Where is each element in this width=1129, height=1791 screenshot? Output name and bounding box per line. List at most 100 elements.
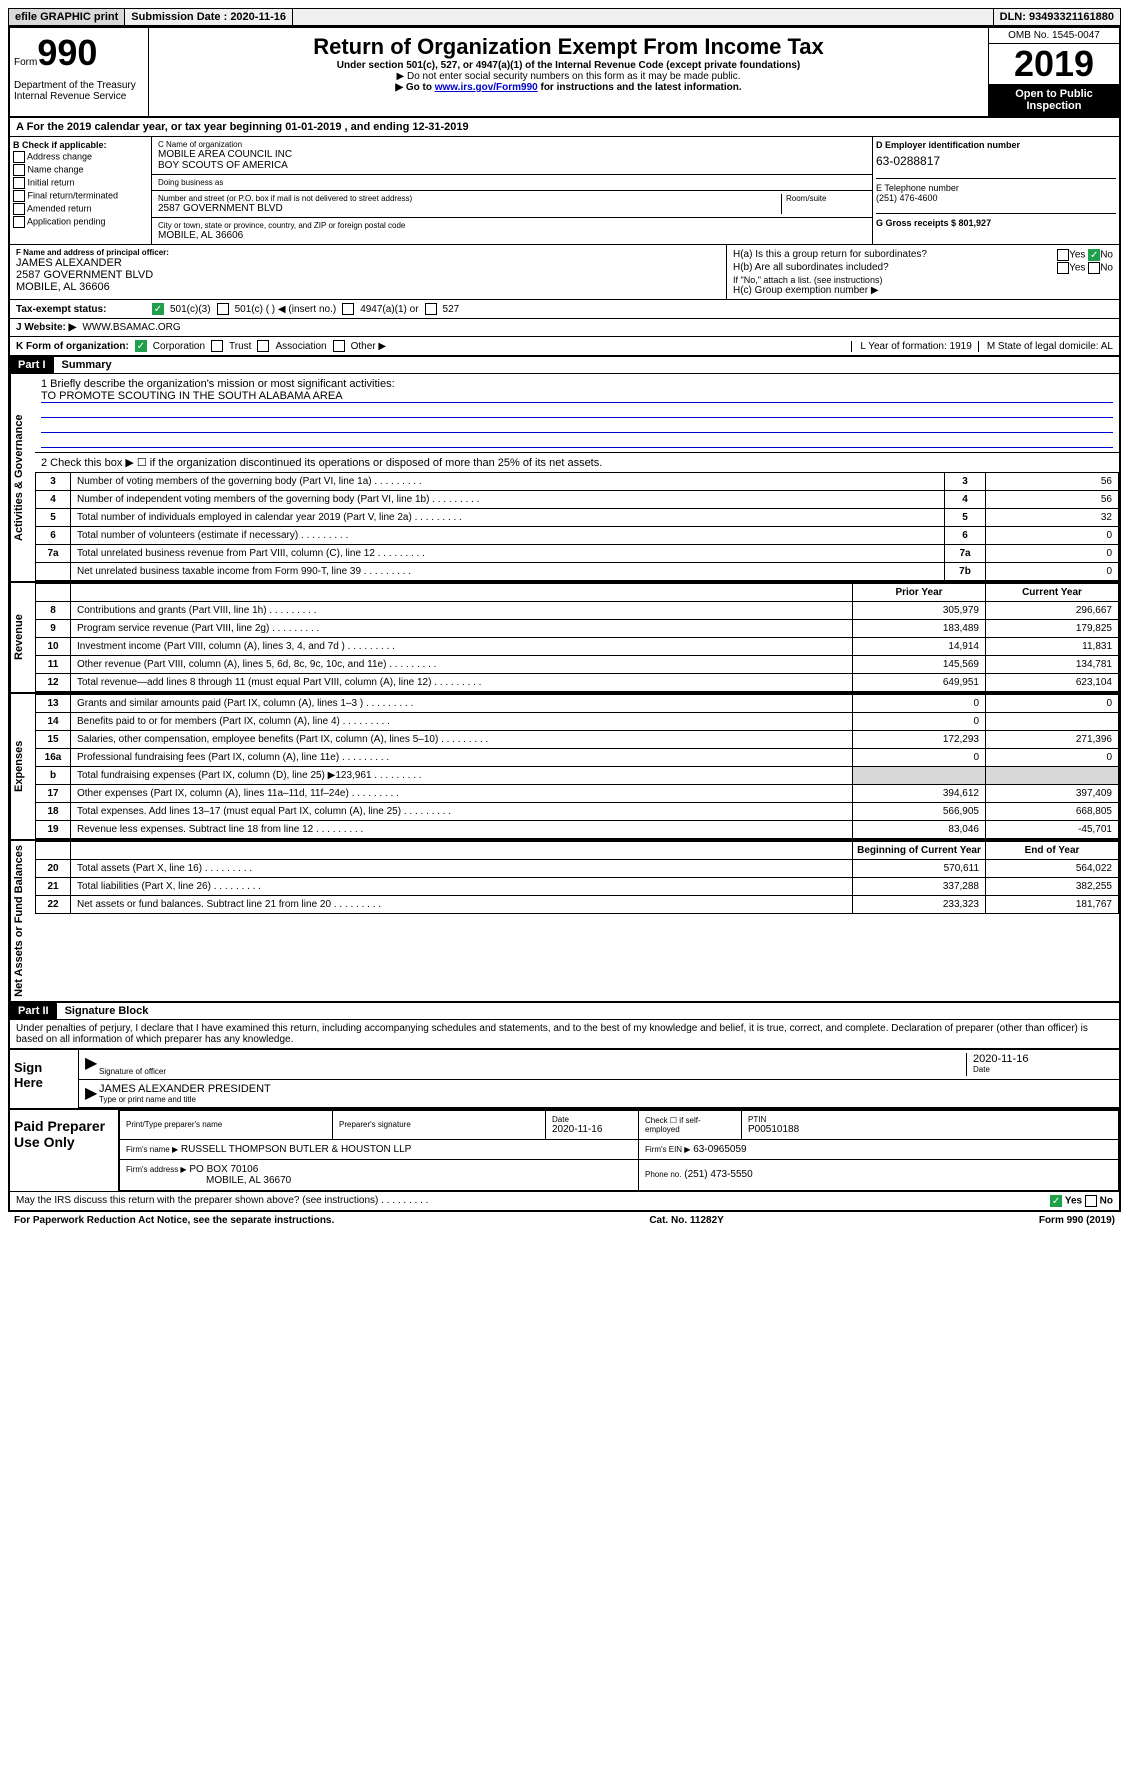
section-b: B Check if applicable: Address change Na… [10,137,152,244]
sig-arrow-1: ▶ [85,1053,99,1076]
submission-date: Submission Date : 2020-11-16 [125,9,293,25]
revenue-table: Prior YearCurrent Year 8Contributions an… [35,583,1119,692]
table-row: 18Total expenses. Add lines 13–17 (must … [36,803,1119,821]
officer-signature[interactable] [99,1053,966,1067]
checkbox-name-change[interactable]: Name change [13,164,148,176]
table-row: 17Other expenses (Part IX, column (A), l… [36,785,1119,803]
status-501c-checkbox[interactable] [217,303,229,315]
sig-officer-label: Signature of officer [99,1067,966,1076]
irs-link[interactable]: www.irs.gov/Form990 [435,82,538,93]
org-name: MOBILE AREA COUNCIL INC BOY SCOUTS OF AM… [158,149,866,171]
prep-sig-label: Preparer's signature [339,1120,539,1129]
part1-badge: Part I [10,357,54,373]
current-year-header: Current Year [986,584,1119,602]
netassets-label: Net Assets or Fund Balances [10,841,35,1001]
dln-number: DLN: 93493321161880 [993,9,1120,25]
ha-text: H(a) Is this a group return for subordin… [733,249,927,261]
governance-table: 3Number of voting members of the governi… [35,472,1119,581]
prior-year-header: Prior Year [853,584,986,602]
preparer-block: Paid Preparer Use Only Print/Type prepar… [10,1108,1119,1191]
firm-addr-label: Firm's address ▶ [126,1165,187,1174]
form-org-row: K Form of organization: ✓Corporation Tru… [10,337,1119,357]
org-other-checkbox[interactable] [333,340,345,352]
website-row: J Website: ▶ WWW.BSAMAC.ORG [10,319,1119,337]
expenses-label: Expenses [10,694,35,839]
table-row: 5Total number of individuals employed in… [36,509,1119,527]
discuss-yes: Yes [1065,1196,1082,1207]
end-year-header: End of Year [986,842,1119,860]
status-501c3: 501(c)(3) [170,304,211,315]
dba-label: Doing business as [158,178,866,187]
hb-yes: Yes [1069,263,1085,274]
form-note-link: ▶ Go to www.irs.gov/Form990 for instruct… [155,82,982,93]
hb-yes-checkbox[interactable] [1057,262,1069,274]
table-row: 11Other revenue (Part VIII, column (A), … [36,656,1119,674]
org-corp: Corporation [153,341,205,352]
firm-ein-label: Firm's EIN ▶ [645,1145,690,1154]
ptin-value: P00510188 [748,1124,1112,1135]
status-527: 527 [443,304,460,315]
checkbox-amended-return[interactable]: Amended return [13,203,148,215]
governance-label: Activities & Governance [10,374,35,581]
table-row: 16aProfessional fundraising fees (Part I… [36,749,1119,767]
ha-yes: Yes [1069,250,1085,261]
status-501c3-checkbox[interactable]: ✓ [152,303,164,315]
officer-printed-name: JAMES ALEXANDER PRESIDENT [99,1083,1113,1095]
prep-check-label: Check ☐ if self-employed [645,1116,735,1134]
table-row: 19Revenue less expenses. Subtract line 1… [36,821,1119,839]
form-id-block: Form990 Department of the Treasury Inter… [10,28,149,116]
governance-section: Activities & Governance 1 Briefly descri… [10,374,1119,583]
sig-date-label: Date [973,1065,1113,1074]
table-row: 9Program service revenue (Part VIII, lin… [36,620,1119,638]
line2-checkbox: 2 Check this box ▶ ☐ if the organization… [35,453,1119,472]
part1-header-row: Part I Summary [10,357,1119,374]
ha-yes-checkbox[interactable] [1057,249,1069,261]
sign-here-block: Sign Here ▶ Signature of officer 2020-11… [10,1048,1119,1108]
checkbox-final-return-terminated[interactable]: Final return/terminated [13,190,148,202]
officer-addr1: 2587 GOVERNMENT BLVD [16,269,720,281]
table-row: 12Total revenue—add lines 8 through 11 (… [36,674,1119,692]
checkbox-initial-return[interactable]: Initial return [13,177,148,189]
discuss-no: No [1100,1196,1113,1207]
checkbox-address-change[interactable]: Address change [13,151,148,163]
form-title: Return of Organization Exempt From Incom… [155,34,982,60]
efile-print-button[interactable]: efile GRAPHIC print [9,9,125,25]
checkbox-application-pending[interactable]: Application pending [13,216,148,228]
org-assoc-checkbox[interactable] [257,340,269,352]
period-line: A For the 2019 calendar year, or tax yea… [10,118,1119,137]
firm-name: RUSSELL THOMPSON BUTLER & HOUSTON LLP [181,1144,411,1155]
discuss-yes-checkbox[interactable]: ✓ [1050,1195,1062,1207]
mission-text: TO PROMOTE SCOUTING IN THE SOUTH ALABAMA… [41,390,1113,403]
org-trust-checkbox[interactable] [211,340,223,352]
prep-name-label: Print/Type preparer's name [126,1120,326,1129]
status-4947-checkbox[interactable] [342,303,354,315]
hb-no: No [1100,263,1113,274]
net-head-desc [71,842,853,860]
note2-pre: ▶ Go to [395,82,434,93]
city-value: MOBILE, AL 36606 [158,230,866,241]
officer-name: JAMES ALEXANDER [16,257,720,269]
form-prefix: Form [14,57,37,68]
mission-blank2 [41,418,1113,433]
begin-year-header: Beginning of Current Year [853,842,986,860]
mission-blank3 [41,433,1113,448]
discuss-no-checkbox[interactable] [1085,1195,1097,1207]
sign-here-label: Sign Here [10,1050,79,1108]
officer-addr2: MOBILE, AL 36606 [16,281,720,293]
prep-date-label: Date [552,1115,632,1124]
status-501c: 501(c) ( ) ◀ (insert no.) [235,304,337,315]
netassets-section: Net Assets or Fund Balances Beginning of… [10,841,1119,1003]
org-corp-checkbox[interactable]: ✓ [135,340,147,352]
status-527-checkbox[interactable] [425,303,437,315]
table-row: 6Total number of volunteers (estimate if… [36,527,1119,545]
table-row: 3Number of voting members of the governi… [36,473,1119,491]
status-4947: 4947(a)(1) or [360,304,418,315]
hb-no-checkbox[interactable] [1088,262,1100,274]
table-row: 13Grants and similar amounts paid (Part … [36,695,1119,713]
part2-title: Signature Block [57,1003,157,1019]
blank-spacer [293,15,993,19]
form-org-label: K Form of organization: [16,341,129,352]
page-footer: For Paperwork Reduction Act Notice, see … [8,1212,1121,1229]
table-row: 4Number of independent voting members of… [36,491,1119,509]
ha-no-checkbox[interactable]: ✓ [1088,249,1100,261]
